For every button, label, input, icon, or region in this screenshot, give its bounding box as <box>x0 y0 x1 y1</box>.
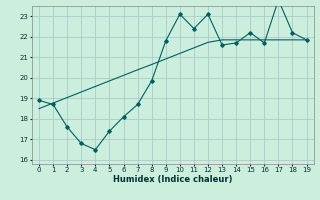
X-axis label: Humidex (Indice chaleur): Humidex (Indice chaleur) <box>113 175 233 184</box>
